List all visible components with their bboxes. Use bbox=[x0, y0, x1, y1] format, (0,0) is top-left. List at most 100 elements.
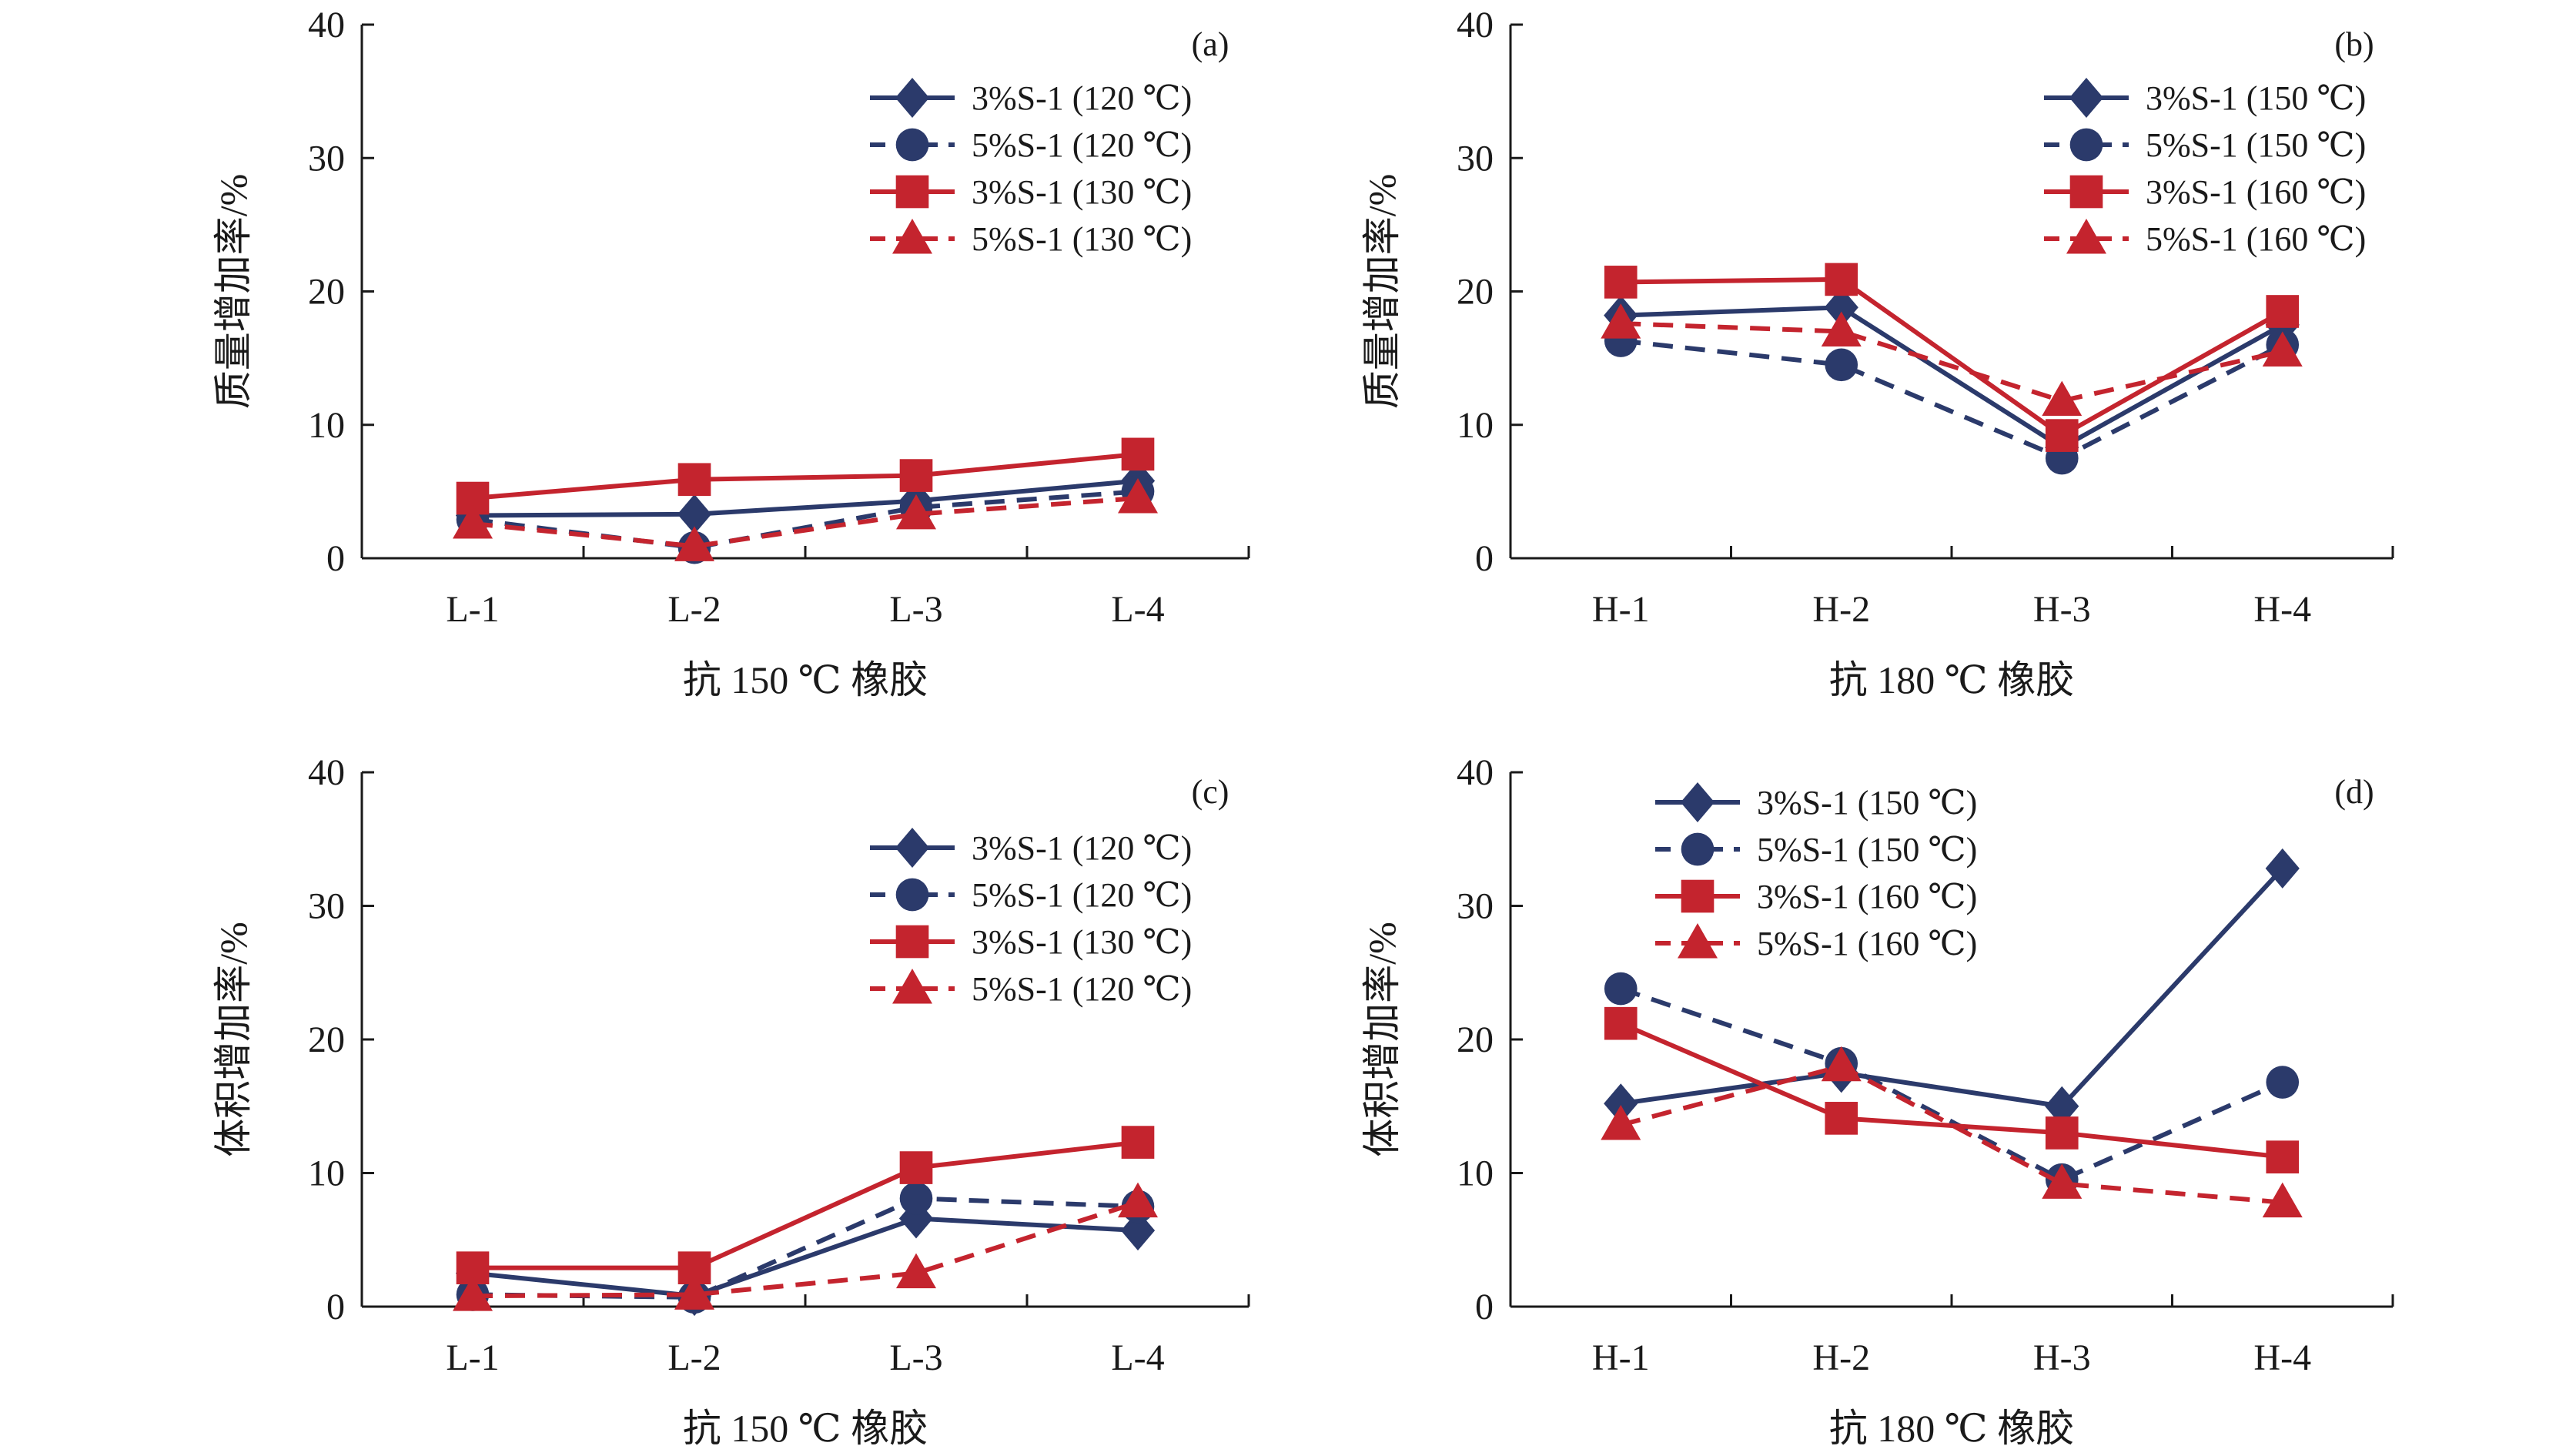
series-line bbox=[472, 1200, 1139, 1299]
diamond-marker bbox=[898, 1198, 934, 1239]
triangle-marker bbox=[1821, 311, 1862, 346]
series-line bbox=[1620, 1063, 2283, 1205]
legend-label: 3%S-1 (160 ℃) bbox=[1757, 878, 1977, 915]
triangle-marker bbox=[2262, 331, 2303, 367]
square-marker bbox=[1825, 1102, 1858, 1135]
square-marker bbox=[1604, 266, 1638, 299]
y-tick-label: 20 bbox=[1457, 272, 1494, 313]
legend-label: 5%S-1 (130 ℃) bbox=[972, 220, 1192, 258]
triangle-marker bbox=[1118, 1182, 1158, 1218]
triangle-marker bbox=[674, 526, 714, 561]
legend-label: 5%S-1 (160 ℃) bbox=[1757, 925, 1977, 962]
circle-marker bbox=[1825, 348, 1858, 382]
y-tick-label: 30 bbox=[1457, 886, 1494, 927]
square-marker bbox=[2266, 295, 2300, 328]
x-tick-label: H-2 bbox=[1812, 589, 1870, 630]
legend-triangle-marker bbox=[1678, 923, 1718, 959]
triangle-marker bbox=[453, 1276, 493, 1311]
legend-triangle-marker bbox=[892, 969, 932, 1004]
x-axis-title: 抗 180 ℃ 橡胶 bbox=[1829, 658, 2074, 701]
y-axis-title: 质量增加率/% bbox=[212, 174, 255, 410]
circle-marker bbox=[2266, 1066, 2300, 1099]
triangle-marker bbox=[2042, 380, 2083, 417]
y-tick-label: 0 bbox=[1475, 1287, 1494, 1327]
legend-circle-marker bbox=[895, 878, 929, 912]
legend-label: 3%S-1 (130 ℃) bbox=[972, 923, 1192, 961]
square-marker bbox=[2266, 1140, 2300, 1173]
circle-marker bbox=[1604, 972, 1638, 1006]
square-marker bbox=[1121, 437, 1155, 471]
triangle-marker bbox=[2262, 1182, 2303, 1218]
x-axis-title: 抗 150 ℃ 橡胶 bbox=[683, 658, 928, 701]
series-3 bbox=[456, 437, 1155, 515]
series-line bbox=[472, 451, 1139, 501]
panel-3: 0 10 20 30 40 L-1 L-2 L-3 L-4 抗 150 ℃ 橡胶 体积增加率/% (c… bbox=[212, 752, 1250, 1450]
square-marker bbox=[1825, 263, 1858, 296]
square-marker bbox=[1604, 1006, 1638, 1040]
panel-label: (c) bbox=[1192, 773, 1229, 811]
x-tick-label: H-3 bbox=[2033, 589, 2091, 630]
legend-label: 3%S-1 (150 ℃) bbox=[2146, 79, 2366, 117]
series-3 bbox=[1604, 1006, 2300, 1173]
y-tick-label: 10 bbox=[1457, 1153, 1494, 1194]
legend-label: 3%S-1 (150 ℃) bbox=[1757, 784, 1977, 822]
series-line bbox=[1621, 305, 2284, 450]
series-line bbox=[1620, 866, 2284, 1109]
legend-label: 5%S-1 (150 ℃) bbox=[1757, 831, 1977, 869]
x-tick-label: L-1 bbox=[446, 589, 499, 630]
diamond-marker bbox=[1120, 1210, 1156, 1251]
legend-diamond-marker bbox=[1680, 782, 1715, 822]
triangle-marker bbox=[1118, 478, 1158, 514]
x-tick-label: H-3 bbox=[2033, 1337, 2091, 1378]
series-2 bbox=[1604, 324, 2300, 475]
x-tick-label: L-4 bbox=[1111, 1337, 1164, 1378]
y-axis-title: 体积增加率/% bbox=[1360, 922, 1403, 1157]
panel-1: 0 10 20 30 40 L-1 L-2 L-3 L-4 抗 150 ℃ 橡胶 质量增加率/% (a… bbox=[212, 5, 1250, 701]
legend-label: 5%S-1 (120 ℃) bbox=[972, 876, 1192, 914]
square-marker bbox=[1121, 1126, 1155, 1159]
legend-label: 5%S-1 (120 ℃) bbox=[972, 126, 1192, 164]
legend: 3%S-1 (120 ℃) 5%S-1 (120 ℃) 3%S-1 (130 ℃) 5… bbox=[870, 828, 1192, 1008]
legend-label: 3%S-1 (120 ℃) bbox=[972, 79, 1192, 117]
series-4 bbox=[1601, 303, 2303, 417]
triangle-marker bbox=[896, 494, 936, 530]
x-tick-label: L-3 bbox=[889, 589, 942, 630]
diamond-marker bbox=[2045, 1086, 2079, 1126]
triangle-marker bbox=[1601, 1105, 1641, 1140]
x-tick-label: L-3 bbox=[889, 1337, 942, 1378]
series-4 bbox=[453, 478, 1158, 561]
legend-diamond-marker bbox=[895, 78, 930, 118]
y-tick-label: 30 bbox=[1457, 138, 1494, 179]
panel-label: (b) bbox=[2334, 25, 2374, 63]
series-3 bbox=[1604, 263, 2300, 452]
legend-label: 3%S-1 (130 ℃) bbox=[972, 173, 1192, 211]
legend-label: 3%S-1 (120 ℃) bbox=[972, 829, 1192, 867]
diamond-marker bbox=[1604, 1083, 1638, 1124]
series-line bbox=[1620, 986, 2283, 1183]
diamond-marker bbox=[1824, 287, 1858, 328]
series-line bbox=[1621, 321, 2283, 403]
triangle-marker bbox=[1601, 303, 1641, 339]
series-line bbox=[472, 496, 1139, 549]
square-marker bbox=[677, 463, 711, 497]
series-line bbox=[472, 1216, 1139, 1299]
x-tick-label: H-1 bbox=[1592, 589, 1650, 630]
x-tick-label: L-2 bbox=[667, 589, 721, 630]
panel-label: (a) bbox=[1192, 25, 1229, 63]
x-axis-title: 抗 150 ℃ 橡胶 bbox=[683, 1407, 928, 1450]
y-tick-label: 10 bbox=[308, 1153, 345, 1194]
series-line bbox=[472, 478, 1139, 518]
legend-triangle-marker bbox=[2066, 219, 2106, 254]
square-marker bbox=[2045, 1116, 2079, 1150]
triangle-marker bbox=[2042, 1163, 2083, 1199]
legend: 3%S-1 (120 ℃) 5%S-1 (120 ℃) 3%S-1 (130 ℃) 5… bbox=[870, 78, 1192, 258]
legend-square-marker bbox=[2069, 175, 2103, 209]
series-line bbox=[1620, 1021, 2283, 1160]
x-tick-label: H-4 bbox=[2253, 589, 2311, 630]
series-1 bbox=[1604, 848, 2300, 1126]
y-tick-label: 10 bbox=[308, 405, 345, 446]
y-tick-label: 0 bbox=[326, 1287, 345, 1327]
series-2 bbox=[1604, 972, 2300, 1197]
